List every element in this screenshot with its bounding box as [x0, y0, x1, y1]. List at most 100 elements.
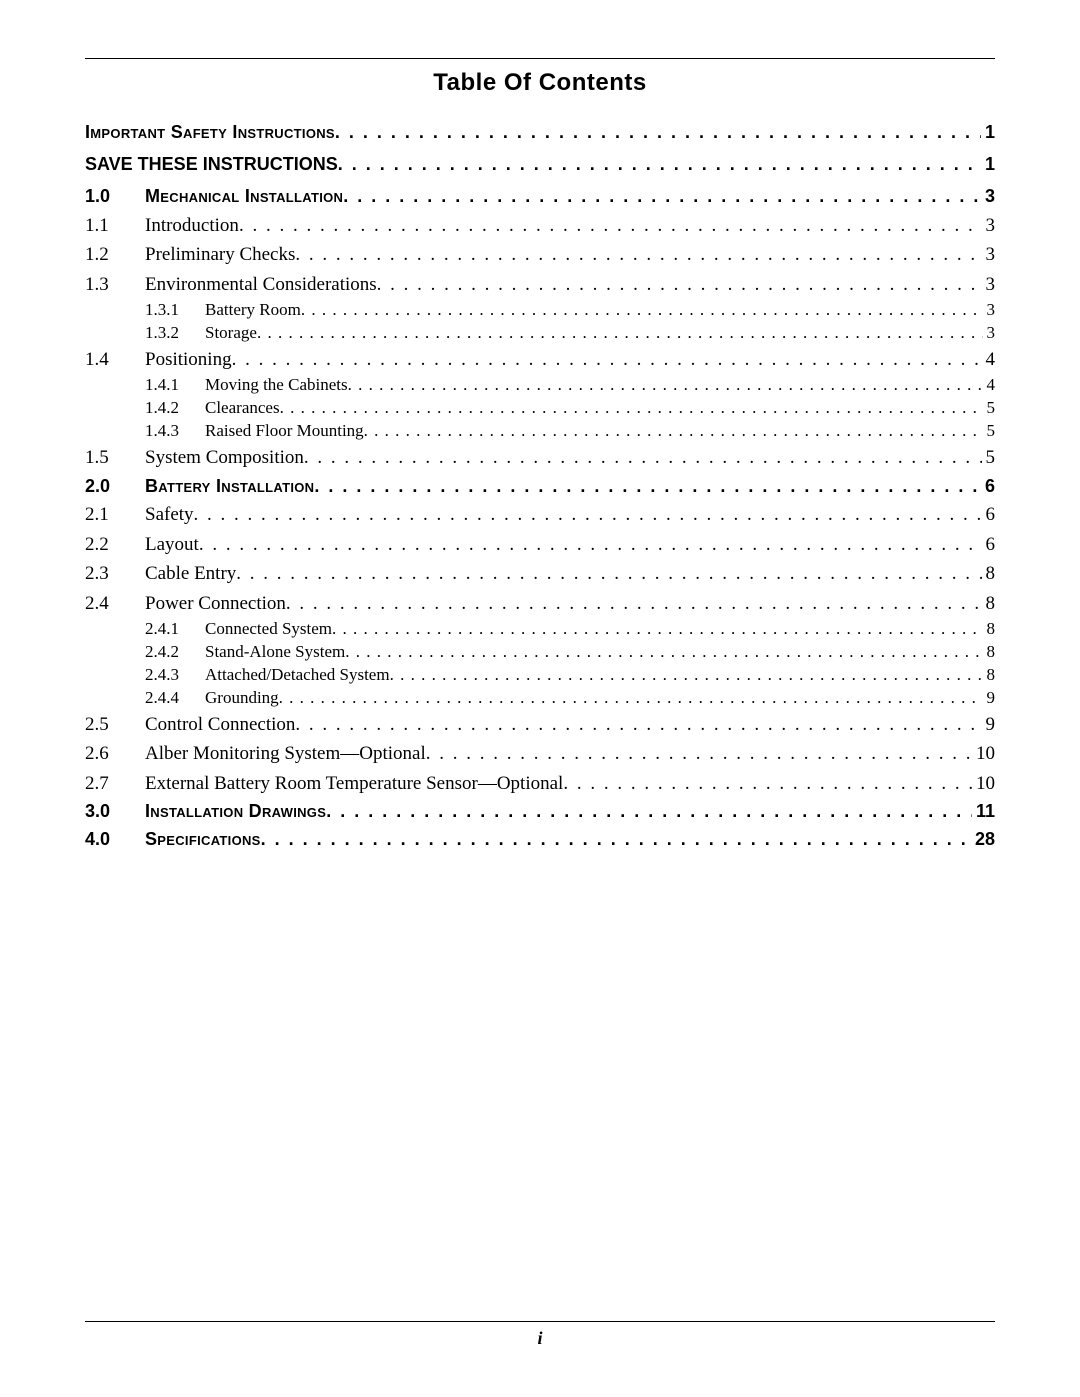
toc-page: 1 — [981, 151, 995, 179]
toc-page: 8 — [982, 589, 996, 618]
toc-leader-dots — [364, 420, 983, 443]
toc-page: 3 — [981, 183, 995, 211]
toc-row: 1.5System Composition 5 — [85, 443, 995, 472]
toc-label: Alber Monitoring System—Optional — [145, 739, 426, 768]
toc-label: Raised Floor Mounting — [205, 420, 364, 443]
toc-page: 8 — [983, 664, 996, 687]
toc-label: SAVE THESE INSTRUCTIONS — [85, 151, 338, 179]
toc-label: System Composition — [145, 443, 304, 472]
top-horizontal-rule — [85, 58, 995, 59]
toc-leader-dots — [326, 798, 972, 826]
toc-subsection-number: 2.4.3 — [145, 664, 205, 687]
toc-leader-dots — [279, 687, 983, 710]
toc-subsection-number: 1.3.1 — [145, 299, 205, 322]
toc-leader-dots — [232, 345, 982, 374]
toc-page: 3 — [982, 211, 996, 240]
toc-leader-dots — [314, 473, 981, 501]
toc-row: 2.4.3Attached/Detached System 8 — [85, 664, 995, 687]
toc-subsection-number: 1.4.3 — [145, 420, 205, 443]
toc-section-number: 1.5 — [85, 443, 145, 472]
toc-label: Positioning — [145, 345, 232, 374]
toc-leader-dots — [286, 589, 982, 618]
toc-section-number: 3.0 — [85, 798, 145, 826]
toc-row: 1.4.1Moving the Cabinets 4 — [85, 374, 995, 397]
toc-page: 9 — [983, 687, 996, 710]
toc-leader-dots — [348, 374, 983, 397]
toc-row: 2.2Layout6 — [85, 530, 995, 559]
toc-title: Table Of Contents — [85, 69, 995, 97]
toc-section-number: 1.2 — [85, 240, 145, 269]
toc-section-number: 2.2 — [85, 530, 145, 559]
toc-section-number: 2.4 — [85, 589, 145, 618]
toc-label: Stand-Alone System — [205, 641, 345, 664]
toc-leader-dots — [239, 211, 982, 240]
toc-page: 10 — [972, 769, 995, 798]
toc-leader-dots — [280, 397, 983, 420]
toc-section-number: 2.7 — [85, 769, 145, 798]
toc-row: 2.0Battery Installation 6 — [85, 473, 995, 501]
toc-label: Connected System — [205, 618, 332, 641]
toc-leader-dots — [335, 119, 981, 147]
toc-page: 11 — [972, 798, 995, 826]
toc-page: 4 — [982, 345, 996, 374]
page-footer: i — [85, 1321, 995, 1349]
toc-subsection-number: 1.4.2 — [145, 397, 205, 420]
toc-leader-dots — [295, 710, 981, 739]
toc-label: Battery Installation — [145, 473, 314, 501]
toc-page: 4 — [983, 374, 996, 397]
toc-row: Important Safety Instructions 1 — [85, 119, 995, 147]
toc-label: Control Connection — [145, 710, 295, 739]
toc-page: 3 — [982, 240, 996, 269]
toc-label: Battery Room — [205, 299, 301, 322]
toc-row: 1.3Environmental Considerations3 — [85, 270, 995, 299]
toc-row: 2.4.2Stand-Alone System 8 — [85, 641, 995, 664]
toc-leader-dots — [345, 641, 982, 664]
toc-page: 3 — [983, 322, 996, 345]
toc-leader-dots — [295, 240, 981, 269]
toc-subsection-number: 1.4.1 — [145, 374, 205, 397]
toc-section-number: 4.0 — [85, 826, 145, 854]
toc-leader-dots — [261, 826, 971, 854]
toc-row: 2.4.1Connected System8 — [85, 618, 995, 641]
toc-row: 3.0Installation Drawings 11 — [85, 798, 995, 826]
toc-label: Moving the Cabinets — [205, 374, 348, 397]
toc-label: Power Connection — [145, 589, 286, 618]
toc-section-number: 2.0 — [85, 473, 145, 501]
toc-row: SAVE THESE INSTRUCTIONS 1 — [85, 151, 995, 179]
toc-label: Safety — [145, 500, 194, 529]
toc-leader-dots — [304, 443, 982, 472]
toc-label: Specifications — [145, 826, 261, 854]
toc-row: 2.7External Battery Room Temperature Sen… — [85, 769, 995, 798]
toc-page: 5 — [982, 443, 996, 472]
toc-subsection-number: 1.3.2 — [145, 322, 205, 345]
toc-label: Installation Drawings — [145, 798, 326, 826]
toc-section-number: 1.0 — [85, 183, 145, 211]
toc-leader-dots — [563, 769, 972, 798]
toc-page: 6 — [981, 473, 995, 501]
toc-leader-dots — [343, 183, 981, 211]
toc-section-number: 2.5 — [85, 710, 145, 739]
toc-row: 1.2Preliminary Checks3 — [85, 240, 995, 269]
toc-leader-dots — [194, 500, 982, 529]
toc-page: 8 — [983, 641, 996, 664]
toc-row: 1.1Introduction3 — [85, 211, 995, 240]
toc-page: 8 — [982, 559, 996, 588]
toc-section-number: 1.3 — [85, 270, 145, 299]
toc-subsection-number: 2.4.1 — [145, 618, 205, 641]
toc-label: Storage — [205, 322, 257, 345]
toc-row: 2.4.4Grounding9 — [85, 687, 995, 710]
toc-leader-dots — [332, 618, 982, 641]
table-of-contents: Important Safety Instructions1SAVE THESE… — [85, 119, 995, 854]
toc-page: 1 — [981, 119, 995, 147]
toc-page: 6 — [982, 500, 996, 529]
toc-label: Important Safety Instructions — [85, 119, 335, 147]
toc-subsection-number: 2.4.2 — [145, 641, 205, 664]
toc-row: 2.6Alber Monitoring System—Optional10 — [85, 739, 995, 768]
toc-label: Introduction — [145, 211, 239, 240]
toc-section-number: 2.1 — [85, 500, 145, 529]
toc-row: 2.3Cable Entry8 — [85, 559, 995, 588]
toc-row: 1.4.3Raised Floor Mounting5 — [85, 420, 995, 443]
toc-label: Environmental Considerations — [145, 270, 377, 299]
toc-label: Attached/Detached System — [205, 664, 390, 687]
toc-row: 1.3.1Battery Room3 — [85, 299, 995, 322]
